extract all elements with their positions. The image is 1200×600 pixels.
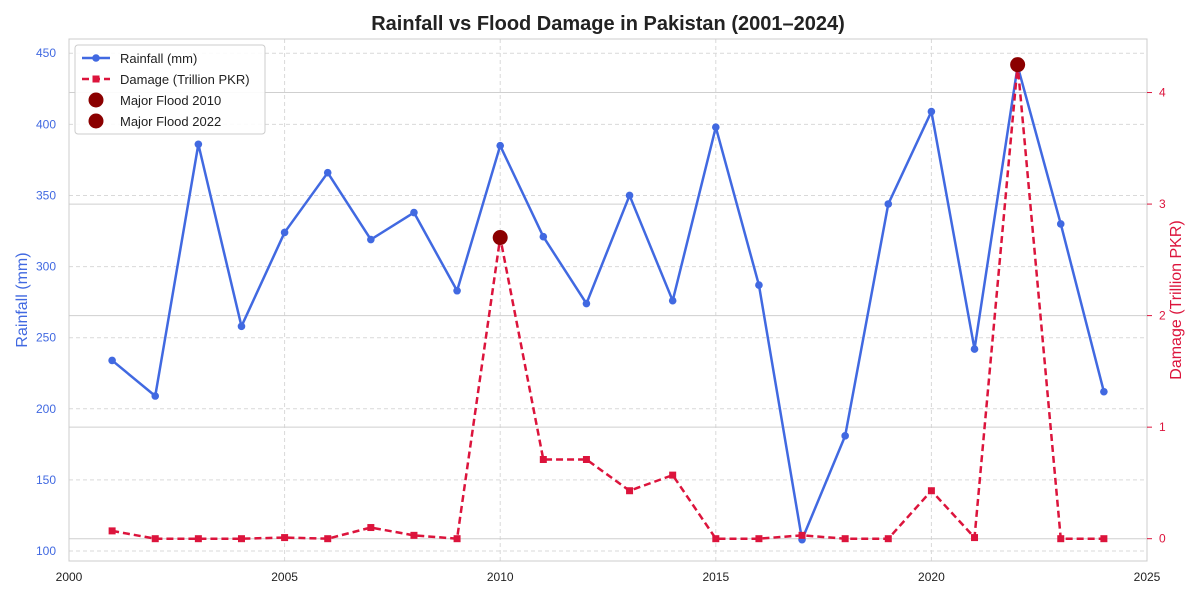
y-axis-left-label: Rainfall (mm) [14, 252, 31, 347]
legend: Rainfall (mm) Damage (Trillion PKR) Majo… [74, 44, 266, 135]
legend-flood-2022-marker [88, 113, 104, 129]
x-tick-label: 2025 [1134, 570, 1161, 584]
y-axis-right: 0 1 2 3 4 [1147, 86, 1166, 546]
legend-item-rainfall: Rainfall (mm) [82, 51, 197, 66]
rainfall-point [453, 286, 461, 295]
damage-point [798, 531, 806, 539]
damage-point [971, 534, 979, 542]
legend-item-flood-2010: Major Flood 2010 [88, 92, 221, 108]
rainfall-point [323, 168, 332, 177]
rainfall-point [367, 235, 375, 244]
legend-flood-2010-marker [88, 92, 104, 108]
legend-rainfall-marker [92, 54, 100, 62]
x-tick-label: 2020 [918, 570, 945, 584]
damage-point [194, 535, 202, 543]
y-left-tick-label: 150 [36, 473, 56, 487]
rainfall-point [927, 107, 936, 116]
y-right-tick-label: 4 [1159, 86, 1166, 100]
rainfall-point [410, 208, 418, 217]
damage-point [281, 534, 289, 542]
damage-point [539, 456, 547, 463]
rainfall-point [280, 228, 289, 237]
damage-point [884, 535, 892, 543]
x-axis: 2000 2005 2010 2015 2020 2025 [56, 570, 1161, 584]
rainfall-point [712, 123, 720, 131]
legend-flood-2010-label: Major Flood 2010 [120, 93, 221, 108]
legend-damage-marker [92, 75, 100, 83]
y-left-tick-label: 300 [36, 260, 56, 274]
damage-point [237, 535, 245, 543]
chart-title: Rainfall vs Flood Damage in Pakistan (20… [371, 13, 845, 35]
x-tick-label: 2005 [271, 570, 298, 584]
plot-frame [68, 38, 1148, 562]
annotations [492, 57, 1026, 246]
x-tick-label: 2015 [702, 570, 729, 584]
damage-point [324, 535, 332, 543]
y-left-tick-label: 250 [36, 331, 56, 345]
rainfall-point [496, 141, 505, 150]
damage-point [1057, 535, 1065, 543]
damage-point [927, 487, 935, 495]
damage-point [1100, 535, 1108, 543]
rainfall-point [668, 296, 677, 305]
x-tick-label: 2000 [56, 570, 83, 584]
damage-point [669, 471, 677, 479]
damage-point [626, 487, 634, 495]
rainfall-point [539, 232, 548, 241]
y-left-tick-label: 100 [36, 544, 56, 558]
damage-point [151, 535, 159, 543]
damage-point [410, 531, 418, 539]
rainfall-point [755, 281, 763, 289]
rainfall-point [625, 191, 634, 200]
damage-line [111, 63, 1104, 540]
legend-item-damage: Damage (Trillion PKR) [82, 72, 250, 87]
damage-point [712, 535, 720, 543]
damage-point [582, 456, 590, 463]
y-left-tick-label: 350 [36, 188, 56, 202]
rainfall-point [1100, 387, 1108, 396]
y-right-tick-label: 3 [1159, 197, 1166, 211]
y-right-tick-label: 1 [1159, 420, 1166, 434]
rainfall-point [108, 356, 116, 365]
rainfall-point [884, 200, 893, 208]
legend-rainfall-label: Rainfall (mm) [120, 51, 197, 66]
legend-flood-2022-label: Major Flood 2022 [120, 114, 221, 129]
x-tick-label: 2010 [487, 570, 514, 584]
rainfall-point [237, 322, 246, 331]
y-right-tick-label: 0 [1159, 532, 1166, 546]
rainfall-point [841, 432, 849, 440]
rainfall-point [582, 299, 591, 308]
damage-point [367, 524, 375, 532]
y-right-tick-label: 2 [1159, 309, 1166, 323]
right-axis-gridlines [69, 92, 1147, 540]
legend-item-flood-2022: Major Flood 2022 [88, 113, 221, 129]
rainfall-point [194, 140, 203, 149]
y-left-tick-label: 400 [36, 117, 56, 131]
y-axis-left: 100 150 200 250 300 350 400 450 [36, 46, 56, 558]
legend-damage-label: Damage (Trillion PKR) [120, 72, 250, 87]
damage-point [108, 527, 116, 535]
y-axis-right-label: Damage (Trillion PKR) [1168, 220, 1185, 379]
rainfall-point [151, 392, 160, 400]
damage-point [841, 535, 849, 543]
y-left-tick-label: 450 [36, 46, 56, 60]
rainfall-point [970, 345, 979, 353]
rainfall-point [1056, 220, 1065, 228]
damage-point [453, 535, 461, 543]
major-flood-marker [1010, 57, 1026, 73]
rainfall-line [111, 64, 1106, 541]
legend-box [74, 44, 266, 135]
major-flood-marker [492, 230, 508, 246]
y-left-tick-label: 200 [36, 402, 56, 416]
damage-point [755, 535, 763, 543]
